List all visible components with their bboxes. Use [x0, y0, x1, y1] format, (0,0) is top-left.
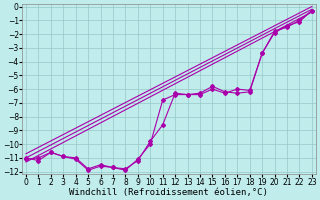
X-axis label: Windchill (Refroidissement éolien,°C): Windchill (Refroidissement éolien,°C)	[69, 188, 268, 197]
